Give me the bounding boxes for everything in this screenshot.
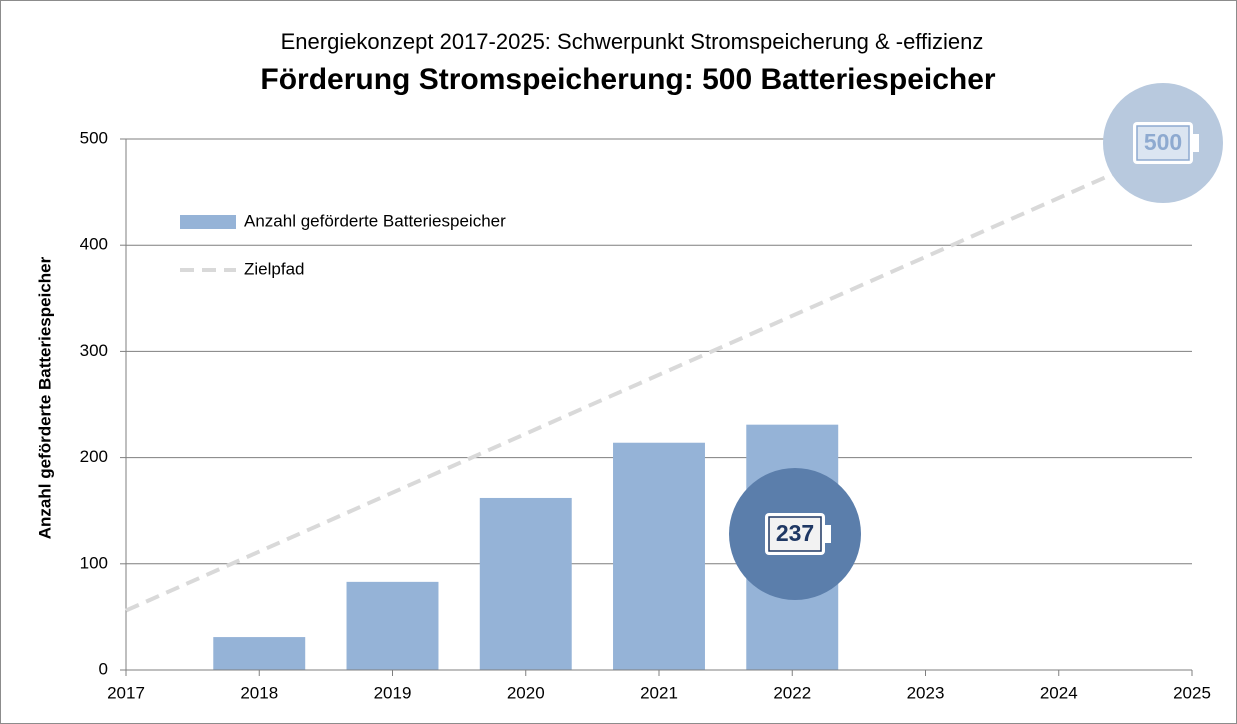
badge-label: 500	[1144, 129, 1182, 155]
y-axis-label: Anzahl geförderte Batteriespeicher	[35, 256, 54, 539]
target-line	[125, 137, 1193, 613]
chart-subtitle: Energiekonzept 2017-2025: Schwerpunkt St…	[281, 29, 984, 54]
x-tick-label: 2024	[1040, 683, 1078, 702]
badge-label: 237	[776, 520, 814, 546]
bar	[479, 497, 572, 670]
x-tick-label: 2018	[240, 683, 278, 702]
x-tick-label: 2020	[507, 683, 545, 702]
chart-title: Förderung Stromspeicherung: 500 Batterie…	[260, 63, 996, 96]
y-tick-label: 300	[80, 341, 108, 360]
x-tick-label: 2021	[640, 683, 678, 702]
y-tick-label: 0	[99, 659, 108, 678]
legend-label: Anzahl geförderte Batteriespeicher	[244, 211, 506, 230]
battery-inner	[768, 516, 822, 552]
x-tick-label: 2017	[107, 683, 145, 702]
legend-swatch	[180, 215, 236, 229]
bar	[613, 442, 705, 670]
x-tick-label: 2022	[773, 683, 811, 702]
y-tick-label: 400	[80, 235, 108, 254]
battery-inner	[1136, 125, 1190, 161]
x-tick-label: 2019	[374, 683, 412, 702]
battery-terminal	[1193, 134, 1199, 152]
x-tick-label: 2025	[1173, 683, 1211, 702]
bar	[346, 581, 439, 670]
x-tick-label: 2023	[907, 683, 945, 702]
battery-terminal	[825, 525, 831, 543]
y-tick-label: 200	[80, 447, 108, 466]
legend-label: Zielpfad	[244, 259, 304, 278]
y-tick-label: 100	[80, 553, 108, 572]
y-tick-label: 500	[80, 128, 108, 147]
bar	[213, 637, 306, 670]
